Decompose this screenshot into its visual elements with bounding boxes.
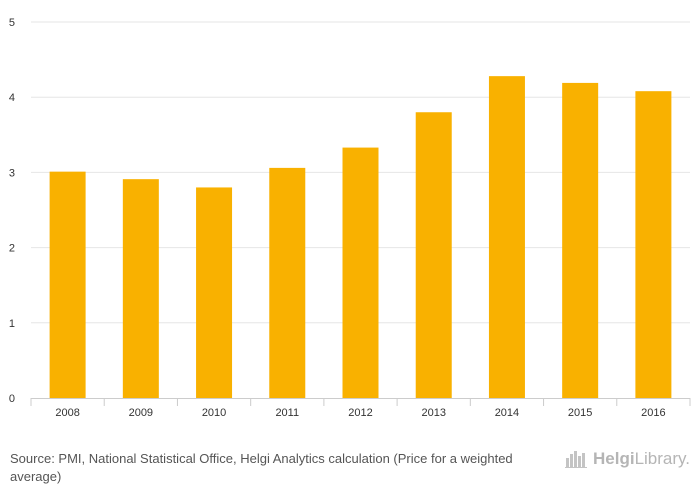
brand-light: Library.	[634, 449, 690, 468]
bar-2014	[488, 76, 525, 399]
y-tick-label: 5	[9, 17, 15, 29]
helgi-library-logo: HelgiLibrary.	[565, 449, 690, 469]
bars	[49, 76, 672, 399]
x-tick-label: 2011	[275, 407, 299, 419]
skyline-icon	[565, 451, 587, 468]
bar-2015	[562, 82, 599, 399]
x-tick-label: 2010	[202, 407, 226, 419]
brand-bold: Helgi	[593, 449, 635, 468]
y-tick-label: 1	[9, 318, 15, 330]
bar-chart: 2008 2009 2010 2011 2012 2013 2014 2015 2016 0 1 2…	[9, 17, 691, 419]
y-tick-label: 0	[9, 393, 15, 405]
x-tick-label: 2013	[421, 407, 445, 419]
y-axis: 0 1 2 3 4 5	[9, 17, 15, 405]
x-tick-label: 2009	[129, 407, 153, 419]
bar-2010	[196, 187, 233, 398]
bar-2012	[342, 147, 379, 398]
bar-2009	[122, 179, 159, 398]
x-tick-label: 2016	[641, 407, 665, 419]
x-tick-label: 2015	[568, 407, 592, 419]
y-tick-label: 3	[9, 167, 15, 179]
x-tick-label: 2008	[55, 407, 79, 419]
x-axis: 2008 2009 2010 2011 2012 2013 2014 2015 2016	[30, 398, 691, 419]
source-note: Source: PMI, National Statistical Office…	[10, 451, 513, 484]
x-tick-label: 2014	[495, 407, 519, 419]
bar-2016	[635, 91, 672, 399]
y-tick-label: 4	[9, 92, 15, 104]
bar-2011	[269, 167, 306, 398]
x-tick-label: 2012	[348, 407, 372, 419]
bar-2008	[49, 171, 86, 398]
brand-text: HelgiLibrary.	[593, 449, 690, 469]
y-tick-label: 2	[9, 243, 15, 255]
bar-2013	[415, 112, 452, 399]
